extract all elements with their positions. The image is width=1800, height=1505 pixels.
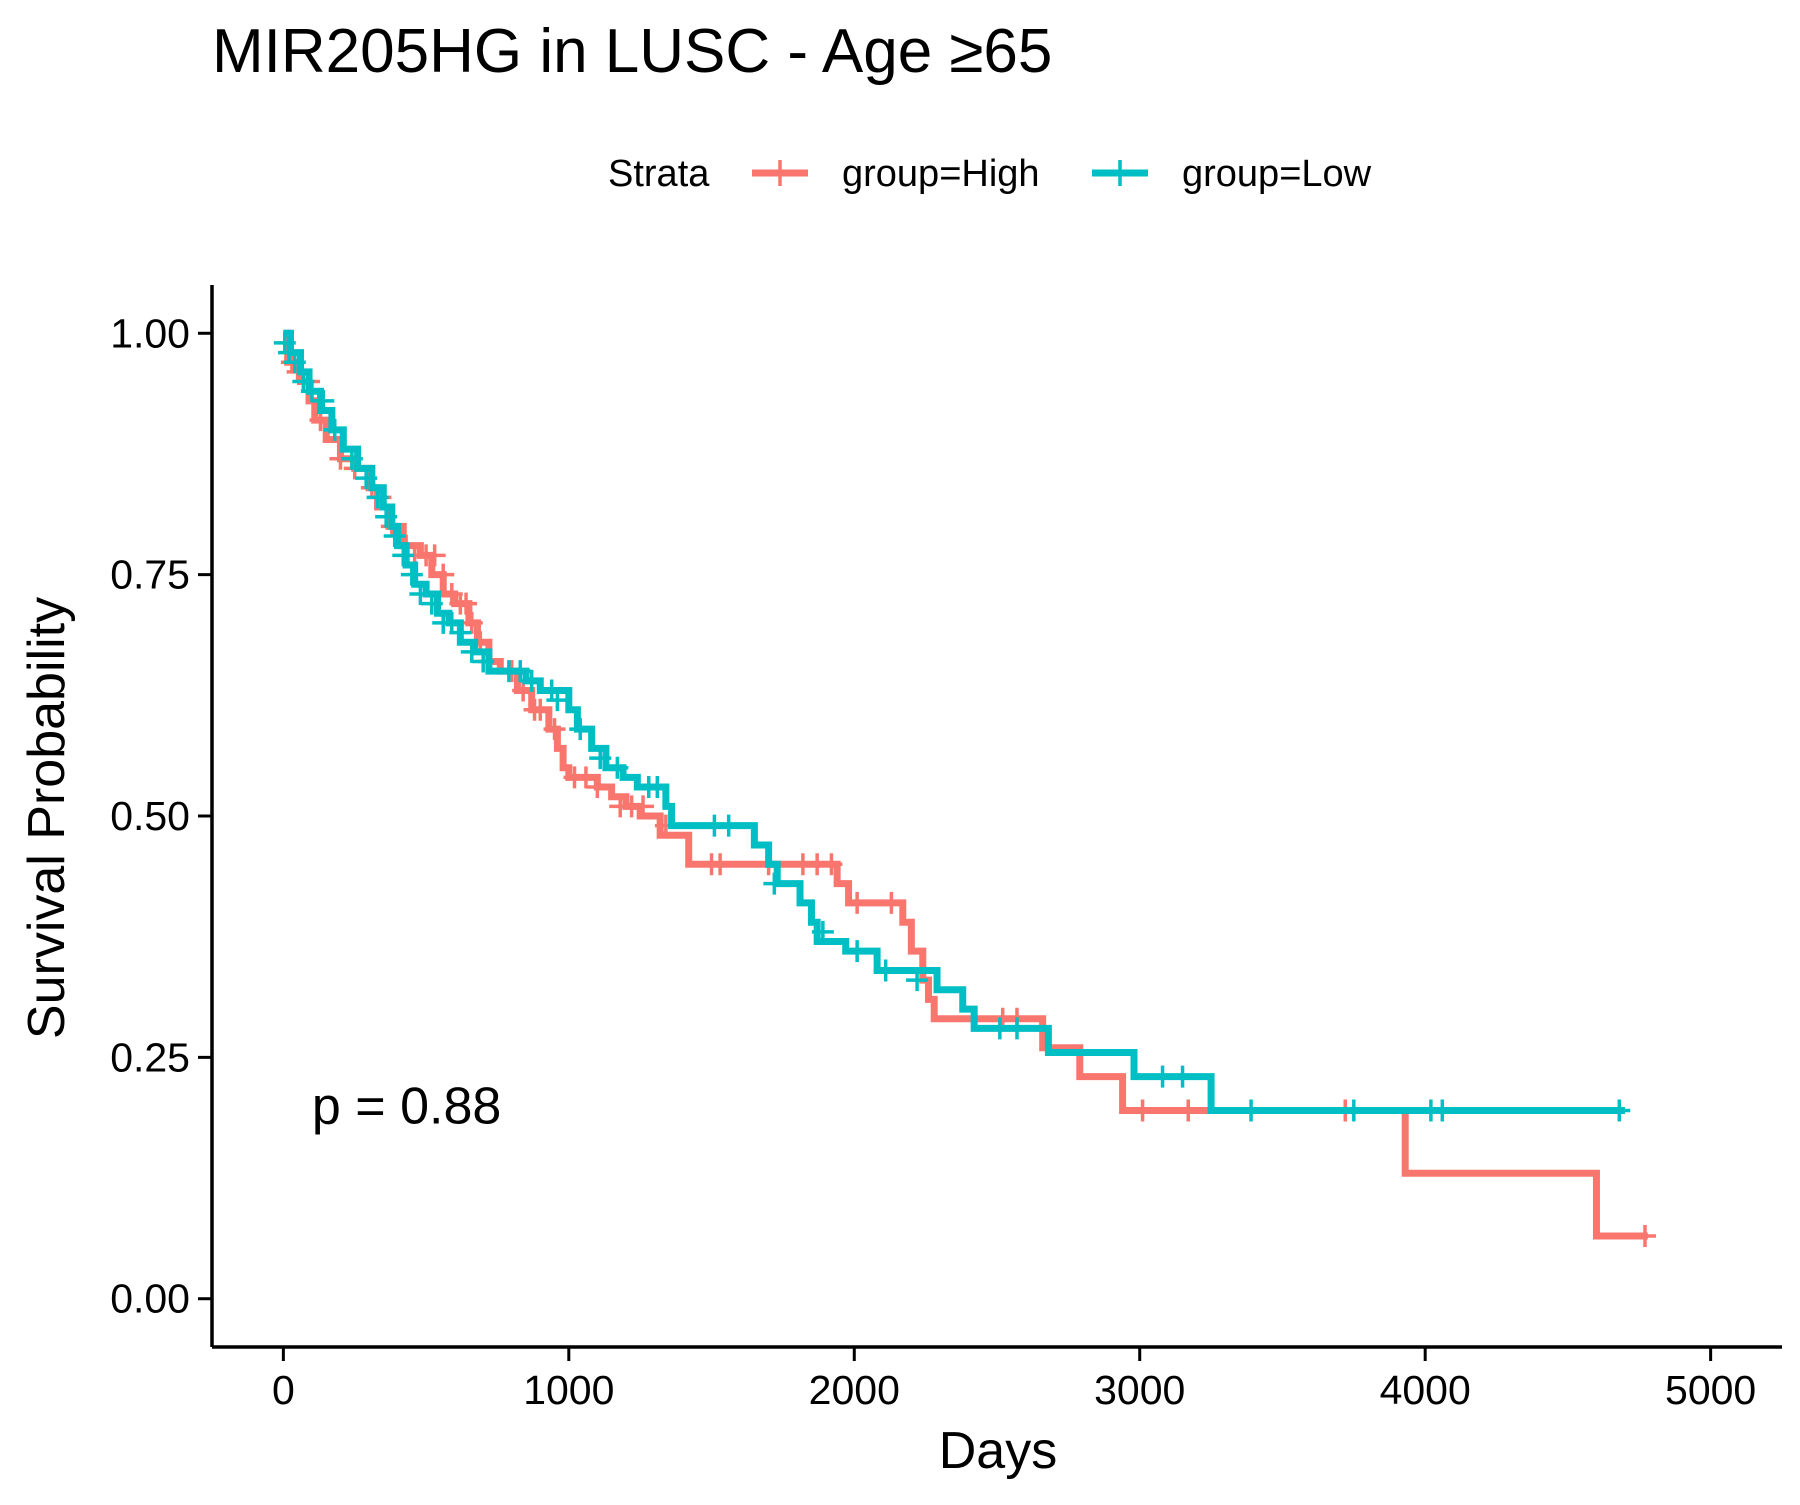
survival-curves [273,329,1656,1247]
censor-mark [460,640,483,663]
y-axis-label: Survival Probability [18,597,76,1039]
censor-mark [811,920,834,943]
censor-mark [283,351,306,374]
censor-mark [1608,1099,1631,1122]
censor-mark [420,592,443,615]
censor-mark [709,853,732,876]
censor-mark [340,447,363,470]
censor-mark [606,756,629,779]
censor-mark [1633,1224,1656,1247]
chart-title: MIR205HG in LUSC - Age ≥65 [212,17,1052,86]
censor-mark [312,389,335,412]
censor-mark [366,486,389,509]
censor-mark [273,331,296,354]
censor-mark [874,959,897,982]
censor-mark [906,969,929,992]
censor-mark [432,563,455,586]
x-tick-label: 4000 [1380,1367,1471,1413]
censor-mark [632,795,655,818]
censor-mark [574,766,597,789]
x-tick-label: 1000 [523,1367,614,1413]
censor-mark [460,611,483,634]
censor-mark [1005,1017,1028,1040]
censor-mark [1177,1099,1200,1122]
y-tick-label: 0.25 [110,1034,190,1080]
legend: Strata group=High group=Low [608,153,1372,195]
censor-mark [543,718,566,741]
censor-mark [586,776,609,799]
censor-mark [717,814,740,837]
legend-title: Strata [608,153,710,195]
censor-mark [323,418,346,441]
axes: 0 1000 2000 3000 4000 5000 0.00 0.25 0.50 0.75 1.0… [110,285,1782,1413]
y-tick-label: 0.00 [110,1276,190,1322]
censor-mark [392,544,415,567]
survival-curve-group-low [283,329,1625,1114]
censor-mark [546,689,569,712]
y-tick-label: 1.00 [110,310,190,356]
censor-mark [1342,1099,1365,1122]
x-tick-label: 5000 [1665,1367,1756,1413]
censor-mark [509,660,532,683]
censor-mark [846,891,869,914]
censor-mark [529,698,552,721]
x-tick-label: 2000 [809,1367,900,1413]
legend-label: group=High [842,153,1040,195]
censor-mark [1131,1099,1154,1122]
censor-mark [569,718,592,741]
censor-mark [1240,1099,1263,1122]
y-tick-label: 0.50 [110,793,190,839]
censor-mark [472,650,495,673]
censor-mark [646,776,669,799]
censor-mark [375,505,398,528]
y-tick-label: 0.75 [110,552,190,598]
legend-label: group=Low [1182,153,1372,195]
censor-mark [455,592,478,615]
censor-mark [520,669,543,692]
censor-mark [540,679,563,702]
censor-mark [300,380,323,403]
censor-mark [449,621,472,644]
x-axis-label: Days [939,1422,1057,1480]
x-tick-label: 0 [272,1367,295,1413]
censor-mark [423,544,446,567]
censor-mark [589,747,612,770]
censor-mark [383,525,406,548]
censor-mark [846,940,869,963]
censor-mark [820,853,843,876]
censor-mark [1171,1065,1194,1088]
x-tick-label: 3000 [1094,1367,1185,1413]
censor-mark [400,563,423,586]
censor-mark [763,872,786,895]
censor-mark [409,582,432,605]
censor-mark [1431,1099,1454,1122]
censor-mark [880,891,903,914]
censor-mark [1151,1065,1174,1088]
p-value-annotation: p = 0.88 [312,1078,501,1136]
censor-mark [355,467,378,490]
